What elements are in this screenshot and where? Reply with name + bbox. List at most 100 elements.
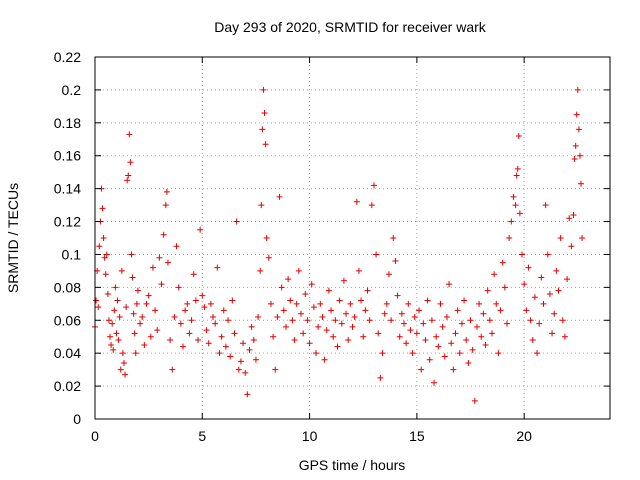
data-point bbox=[255, 313, 262, 320]
data-point bbox=[358, 297, 365, 304]
data-point bbox=[439, 323, 446, 330]
x-tick-label: 10 bbox=[302, 428, 318, 444]
data-point bbox=[476, 300, 483, 307]
data-point bbox=[345, 337, 352, 344]
y-axis-label: SRMTID / TECUs bbox=[5, 183, 21, 293]
data-point bbox=[525, 264, 532, 271]
data-point bbox=[383, 300, 390, 307]
data-point bbox=[381, 310, 388, 317]
data-point bbox=[448, 340, 455, 347]
data-point bbox=[152, 307, 159, 314]
data-point bbox=[227, 353, 234, 360]
data-point bbox=[158, 281, 165, 288]
data-point bbox=[510, 193, 517, 200]
data-point bbox=[285, 276, 292, 283]
y-tick-label: 0.1 bbox=[62, 246, 82, 262]
y-tick-label: 0 bbox=[73, 411, 81, 427]
data-point bbox=[544, 251, 551, 258]
data-point bbox=[480, 310, 487, 317]
data-point bbox=[364, 287, 371, 294]
data-point bbox=[105, 317, 112, 324]
data-point bbox=[111, 307, 118, 314]
data-point bbox=[131, 330, 138, 337]
data-point bbox=[521, 281, 528, 288]
data-point bbox=[179, 343, 186, 350]
data-point bbox=[229, 297, 236, 304]
data-point bbox=[235, 366, 242, 373]
data-point bbox=[267, 300, 274, 307]
data-point bbox=[493, 300, 500, 307]
data-point bbox=[538, 274, 545, 281]
data-point bbox=[551, 310, 558, 317]
data-point bbox=[252, 356, 259, 363]
data-point bbox=[431, 379, 438, 386]
data-point bbox=[112, 284, 119, 291]
data-point bbox=[124, 177, 131, 184]
data-point bbox=[313, 350, 320, 357]
data-point bbox=[407, 327, 414, 334]
data-point bbox=[403, 340, 410, 347]
data-point bbox=[398, 310, 405, 317]
x-axis-label: GPS time / hours bbox=[299, 457, 406, 473]
axis-ticks: 0 0.02 0.04 0.06 0.08 0.1 0.12 0.14 0.16 0.18 0.2 0… bbox=[54, 49, 610, 444]
data-point bbox=[298, 310, 304, 317]
data-point bbox=[116, 313, 123, 320]
data-point bbox=[349, 323, 356, 330]
data-point bbox=[409, 350, 416, 357]
data-point bbox=[212, 320, 219, 327]
data-point bbox=[536, 320, 543, 327]
data-point bbox=[574, 86, 581, 93]
data-point bbox=[214, 264, 221, 271]
data-point bbox=[321, 356, 328, 363]
data-point bbox=[375, 330, 382, 337]
data-point bbox=[512, 202, 519, 209]
data-point bbox=[113, 330, 120, 337]
data-point bbox=[501, 284, 508, 291]
data-point bbox=[428, 317, 435, 324]
data-point bbox=[190, 271, 197, 278]
data-point bbox=[96, 243, 103, 250]
data-point bbox=[353, 198, 360, 205]
data-point bbox=[141, 341, 148, 348]
data-point bbox=[504, 320, 510, 327]
data-point bbox=[102, 271, 109, 278]
data-point bbox=[123, 304, 130, 311]
data-point bbox=[143, 300, 150, 307]
data-point bbox=[265, 254, 272, 261]
data-point bbox=[118, 267, 125, 274]
data-point bbox=[422, 337, 429, 344]
data-point bbox=[201, 304, 208, 311]
y-tick-label: 0.2 bbox=[62, 82, 82, 98]
data-point bbox=[433, 333, 440, 340]
data-point bbox=[469, 346, 476, 353]
data-point bbox=[497, 307, 504, 314]
data-point bbox=[478, 333, 485, 340]
data-point bbox=[295, 267, 302, 274]
data-point bbox=[109, 320, 116, 327]
data-point bbox=[195, 337, 201, 344]
data-point bbox=[317, 300, 324, 307]
data-point bbox=[175, 284, 182, 291]
data-point bbox=[368, 202, 375, 209]
data-point bbox=[263, 235, 270, 241]
data-point bbox=[129, 274, 136, 281]
data-point bbox=[514, 165, 521, 172]
data-point bbox=[115, 337, 122, 344]
x-tick-label: 15 bbox=[409, 428, 425, 444]
data-point bbox=[499, 259, 506, 266]
data-point bbox=[467, 317, 474, 324]
data-point bbox=[330, 333, 337, 340]
data-point bbox=[388, 317, 395, 324]
data-point bbox=[377, 374, 384, 381]
data-point bbox=[177, 320, 184, 327]
data-point bbox=[334, 343, 341, 350]
x-tick-label: 5 bbox=[198, 428, 206, 444]
data-point bbox=[222, 343, 229, 350]
data-point bbox=[167, 337, 174, 344]
data-point bbox=[546, 290, 553, 297]
data-point bbox=[523, 307, 530, 314]
data-point bbox=[93, 297, 100, 304]
data-point bbox=[373, 251, 380, 258]
data-point bbox=[573, 111, 580, 118]
